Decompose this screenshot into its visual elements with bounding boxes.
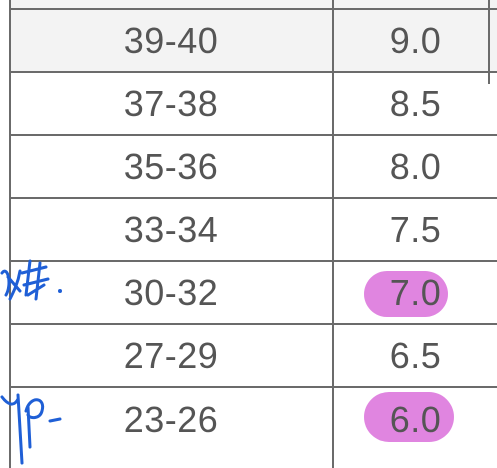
score-cell: 8.0: [389, 145, 442, 187]
score-cell: 8.5: [389, 82, 442, 124]
table-row: 39-40 9.0: [10, 10, 497, 73]
table-right-border: [488, 0, 490, 84]
range-cell: 30-32: [123, 271, 219, 313]
score-cell: 6.0: [389, 398, 442, 440]
column-divider: [332, 0, 334, 468]
score-cell: 6.5: [389, 334, 442, 376]
range-cell: 37-38: [123, 82, 219, 124]
range-cell: 39-40: [123, 19, 219, 61]
table-top-edge: [10, 0, 497, 10]
range-cell: 27-29: [123, 334, 219, 376]
handwritten-ink-mark: [0, 259, 62, 301]
table-row: 37-38 8.5: [10, 73, 497, 136]
range-cell: 23-26: [123, 398, 219, 440]
handwritten-ink-mark: [0, 393, 62, 465]
score-cell: 9.0: [389, 19, 442, 61]
table-left-border: [9, 0, 11, 468]
score-cell: 7.5: [389, 208, 442, 250]
highlight-mark: [364, 271, 448, 317]
table-row: 27-29 6.5: [10, 325, 497, 388]
range-cell: 35-36: [123, 145, 219, 187]
range-cell: 33-34: [123, 208, 219, 250]
table-row: 33-34 7.5: [10, 199, 497, 262]
highlight-mark: [364, 392, 454, 442]
table-row: 30-32 7.0: [10, 262, 497, 325]
table-row: 23-26 6.0: [10, 388, 497, 468]
score-cell: 7.0: [389, 271, 442, 313]
table-row: 35-36 8.0: [10, 136, 497, 199]
